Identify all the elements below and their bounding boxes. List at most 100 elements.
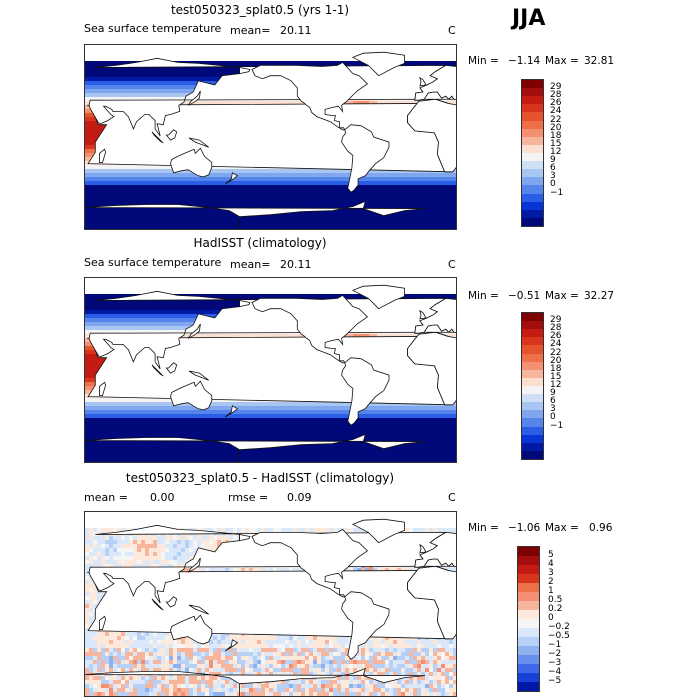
panel1-mean-label: mean= (230, 24, 271, 37)
colorbar-swatch (522, 434, 543, 443)
panel3-title: test050323_splat0.5 - HadISST (climatolo… (125, 471, 395, 485)
colorbar-swatch (518, 601, 539, 610)
land-newguinea (188, 137, 209, 148)
land-africa-wrap (407, 331, 456, 406)
land-greenland (351, 518, 405, 544)
panel1-mean-value: 20.11 (280, 24, 312, 37)
land-eurasia-wrap (414, 531, 456, 568)
panel3-mean-value: 0.00 (150, 491, 175, 504)
colorbar-swatch (522, 80, 543, 89)
colorbar-tick-label: −5 (548, 675, 562, 686)
panel2-mean-label: mean= (230, 258, 271, 271)
colorbar-tick-label: 0 (548, 612, 554, 623)
colorbar-swatch (518, 655, 539, 664)
land-japan (187, 557, 201, 573)
panel3-colorbar-labels: 5 4 3 2 1 0.5 0.2 0 −0.2 −0.5 −1 −2 −3 −4 −5 (548, 546, 588, 690)
map-svg (85, 51, 456, 229)
panel2-mean-value: 20.11 (280, 258, 312, 271)
panel2-varname: Sea surface temperature (84, 256, 222, 269)
colorbar-tick-label: 0 (550, 412, 556, 423)
panel2-title: HadISST (climatology) (193, 236, 327, 250)
colorbar-swatch (518, 574, 539, 583)
land-greenland (351, 51, 405, 77)
colorbar-swatch (522, 177, 543, 186)
colorbar-swatch (522, 193, 543, 202)
colorbar-swatch (522, 426, 543, 435)
land-australia (170, 614, 213, 645)
colorbar-tick-label: −4 (548, 666, 562, 677)
panel3-map (84, 511, 457, 697)
season-label: JJA (512, 6, 546, 31)
panel2-units: C (448, 258, 456, 271)
colorbar-swatch (522, 144, 543, 153)
colorbar-swatch (522, 185, 543, 194)
land-africa-wrap (407, 98, 456, 173)
colorbar-swatch (522, 410, 543, 419)
colorbar-tick-label: 3 (548, 567, 554, 578)
colorbar-swatch (522, 329, 543, 338)
colorbar-swatch (518, 637, 539, 646)
land-uk (419, 543, 427, 554)
panel2-max-value: 32.27 (584, 290, 615, 302)
land-newguinea (188, 370, 209, 381)
panel2-min-value: −0.51 (508, 290, 541, 302)
colorbar-tick-label: 18 (550, 363, 562, 374)
panel2-max-label: Max = (545, 290, 579, 302)
colorbar-swatch (518, 673, 539, 682)
colorbar-swatch (518, 547, 539, 556)
panel1-colorbar-labels: 29 28 26 24 22 20 18 15 12 9 6 3 0 −1 (550, 79, 590, 225)
colorbar-tick-label: 12 (550, 379, 562, 390)
colorbar-tick-label: 26 (550, 98, 562, 109)
land-uk (419, 309, 427, 320)
land-africa-wrap (407, 565, 456, 640)
panel1-colorbar (521, 79, 544, 227)
land-uk (419, 76, 427, 87)
panel2-map (84, 277, 457, 463)
colorbar-tick-label: 22 (550, 114, 562, 125)
colorbar-tick-label: 6 (550, 163, 556, 174)
colorbar-swatch (522, 369, 543, 378)
land-samerica (341, 124, 390, 193)
panel1-max-value: 32.81 (584, 55, 615, 67)
panel3-min-value: −1.06 (508, 522, 541, 534)
colorbar-tick-label: 24 (550, 106, 562, 117)
land-antarctica (85, 433, 426, 462)
colorbar-swatch (522, 152, 543, 162)
colorbar-swatch (522, 321, 543, 330)
colorbar-tick-label: 22 (550, 347, 562, 358)
land-namerica (251, 61, 369, 131)
colorbar-swatch (522, 201, 543, 210)
colorbar-swatch (522, 161, 543, 170)
colorbar-tick-label: 3 (550, 404, 556, 415)
land-camchatka (239, 67, 251, 75)
colorbar-swatch (522, 169, 543, 178)
land-greenland (351, 284, 405, 310)
colorbar-swatch (522, 345, 543, 354)
land-antarctica (85, 200, 426, 229)
land-samerica (341, 591, 390, 660)
colorbar-tick-label: 0.5 (548, 594, 563, 605)
panel1-max-label: Max = (545, 55, 579, 67)
colorbar-tick-label: 29 (550, 82, 562, 93)
colorbar-swatch (522, 377, 543, 386)
colorbar-swatch (522, 209, 543, 218)
colorbar-tick-label: 0.2 (548, 603, 563, 614)
panel3-colorbar (517, 546, 540, 692)
colorbar-swatch (522, 128, 543, 137)
colorbar-tick-label: 6 (550, 396, 556, 407)
colorbar-swatch (518, 619, 539, 628)
colorbar-swatch (522, 88, 543, 97)
panel1-min-label: Min = (468, 55, 499, 67)
colorbar-tick-label: 28 (550, 323, 562, 334)
land-eurasia-wrap (414, 64, 456, 101)
land-namerica (251, 528, 369, 598)
colorbar-swatch (518, 610, 539, 619)
colorbar-swatch (518, 565, 539, 574)
panel3-max-value: 0.96 (589, 522, 613, 534)
colorbar-tick-label: 20 (550, 355, 562, 366)
colorbar-tick-label: 18 (550, 130, 562, 141)
colorbar-tick-label: 12 (550, 146, 562, 157)
land-australia (170, 147, 213, 178)
colorbar-swatch (518, 583, 539, 592)
colorbar-tick-label: 4 (548, 558, 554, 569)
